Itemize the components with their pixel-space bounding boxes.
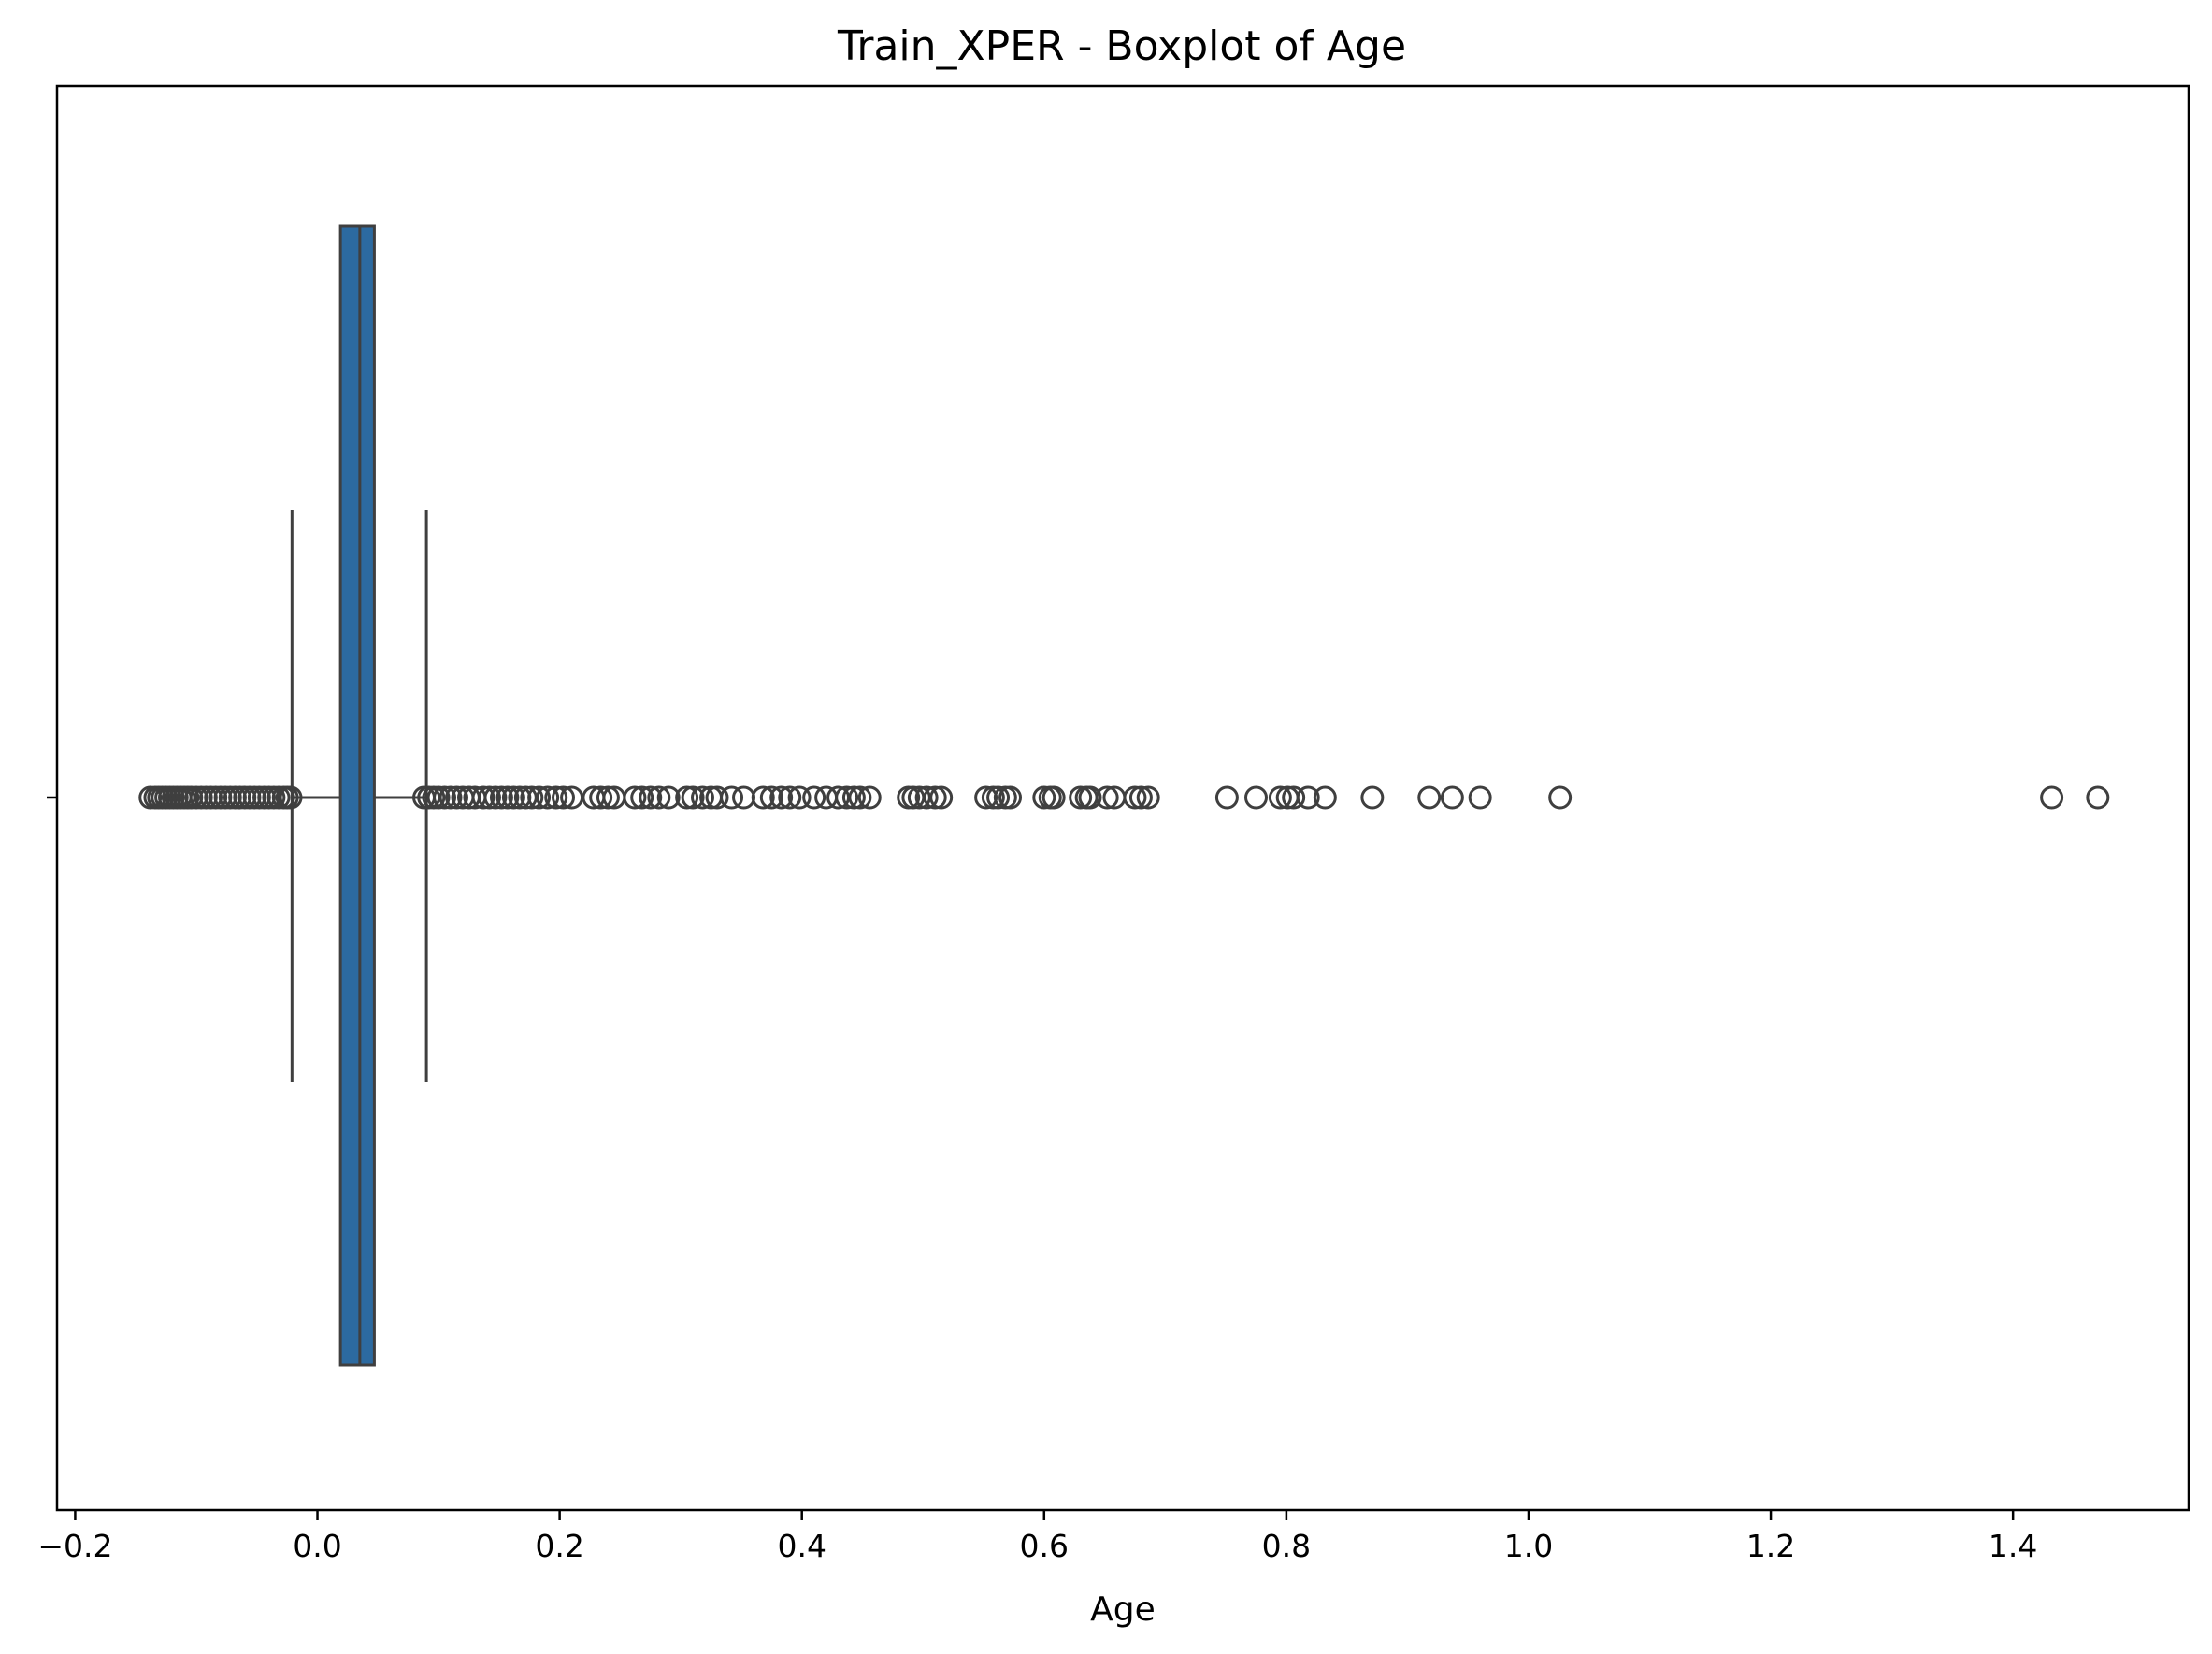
outlier-point: [705, 785, 729, 810]
outlier-point: [438, 785, 463, 810]
outlier-point: [552, 785, 575, 810]
outlier-point: [1041, 785, 1066, 810]
outlier-point: [623, 785, 647, 810]
x-tick-label: 0.0: [293, 1528, 341, 1564]
outlier-point: [998, 785, 1023, 810]
iqr-box: [338, 224, 376, 1367]
outlier-point: [433, 785, 457, 810]
outlier-point: [1417, 785, 1442, 810]
outlier-point: [520, 785, 544, 810]
x-tick-label: −0.2: [37, 1528, 112, 1564]
outlier-point: [814, 785, 839, 810]
outlier-point: [841, 785, 866, 810]
x-tick-label: 0.4: [777, 1528, 826, 1564]
outlier-point: [1296, 785, 1320, 810]
outlier-point: [1360, 785, 1385, 810]
outlier-point: [536, 785, 560, 810]
outlier-point: [720, 785, 744, 810]
outlier-point: [1214, 785, 1239, 810]
x-axis-label: Age: [1090, 1590, 1156, 1629]
outlier-point: [1069, 785, 1093, 810]
outlier-point: [769, 785, 794, 810]
outlier-point: [1548, 785, 1573, 810]
outlier-point: [639, 785, 663, 810]
outlier-point: [923, 785, 947, 810]
outlier-point: [656, 785, 681, 810]
outlier-point: [986, 785, 1011, 810]
outlier-point: [527, 785, 552, 810]
outlier-point: [477, 785, 501, 810]
outlier-point: [1095, 785, 1119, 810]
outlier-point: [426, 785, 451, 810]
x-axis: −0.2 0.0 0.2 0.4 0.6 0.8 1.0 1.2 1.4: [37, 1510, 2037, 1564]
outlier-point: [501, 785, 525, 810]
outlier-point: [647, 785, 671, 810]
outlier-point: [1268, 785, 1292, 810]
outlier-point: [1136, 785, 1160, 810]
outlier-point: [2040, 785, 2064, 810]
outlier-point: [1313, 785, 1337, 810]
outlier-point: [483, 785, 508, 810]
boxplot-marks: [138, 224, 2110, 1367]
outlier-point: [489, 785, 513, 810]
x-tick-label: 1.4: [1989, 1528, 2037, 1564]
outlier-point: [1078, 785, 1102, 810]
outlier-point: [471, 785, 496, 810]
outlier-point: [445, 785, 468, 810]
outlier-point: [681, 785, 705, 810]
outlier-point: [596, 785, 620, 810]
outlier-point: [802, 785, 826, 810]
x-tick-label: 0.2: [535, 1528, 583, 1564]
outlier-point: [732, 785, 756, 810]
outlier-point: [1123, 785, 1147, 810]
outlier-point: [279, 785, 303, 810]
outlier-point: [675, 785, 699, 810]
outlier-point: [1128, 785, 1153, 810]
outlier-point: [544, 785, 568, 810]
outlier-point: [857, 785, 882, 810]
x-tick-label: 1.0: [1504, 1528, 1553, 1564]
chart-title: Train_XPER - Boxplot of Age: [837, 22, 1406, 70]
outlier-point: [589, 785, 613, 810]
outlier-point: [848, 785, 872, 810]
outlier-point: [2086, 785, 2110, 810]
outlier-point: [759, 785, 783, 810]
outlier-point: [1468, 785, 1492, 810]
x-tick-label: 1.2: [1746, 1528, 1795, 1564]
outlier-point: [630, 785, 654, 810]
outlier-point: [787, 785, 812, 810]
x-tick-label: 0.6: [1020, 1528, 1069, 1564]
outlier-point: [778, 785, 802, 810]
outlier-point: [835, 785, 859, 810]
outlier-point: [1282, 785, 1306, 810]
outlier-point: [751, 785, 775, 810]
outlier-point: [929, 785, 954, 810]
x-tick-label: 0.8: [1262, 1528, 1311, 1564]
outlier-point: [690, 785, 714, 810]
outlier-point: [914, 785, 939, 810]
outlier-point: [1440, 785, 1464, 810]
outlier-point: [1032, 785, 1056, 810]
outlier-point: [496, 785, 520, 810]
outlier-point: [1244, 785, 1268, 810]
